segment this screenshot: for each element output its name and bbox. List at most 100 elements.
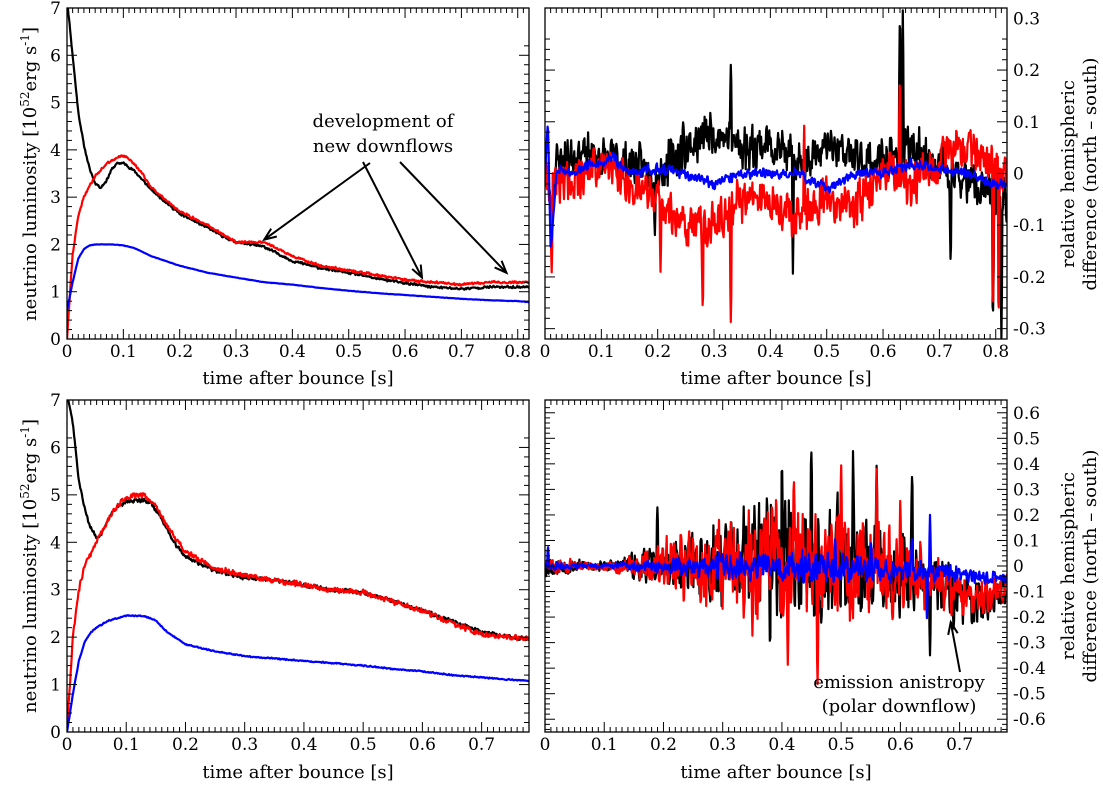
x-tick-label: 0.2 bbox=[172, 735, 199, 755]
series-line-2 bbox=[545, 125, 1007, 248]
x-tick-label: 0.4 bbox=[757, 342, 784, 362]
y-tick-label: 6 bbox=[50, 438, 61, 458]
y-axis-label-exponent-2: -1 bbox=[18, 34, 32, 46]
panel-top-right: 0 0.1 0.2 0.3 0.4 0.5 0.6 0.7 0.8-0.3 -0.2 -0.1 0 0.… bbox=[540, 7, 1101, 389]
ticks: 0 0.1 0.2 0.3 0.4 0.5 0.6 0.7 0.8 0 1 2 3 4 5 6 7 bbox=[50, 0, 531, 362]
ticks: 0 0.1 0.2 0.3 0.4 0.5 0.6 0.7 0 1 2 3 4 5 6 7 bbox=[50, 391, 530, 755]
annotation-arrow bbox=[399, 161, 508, 274]
series-line-1 bbox=[67, 492, 529, 731]
x-tick-label: 0 bbox=[540, 342, 551, 362]
series-line-0 bbox=[67, 400, 529, 642]
x-axis-label: time after bounce [s] bbox=[680, 762, 871, 783]
y-tick-label: 0.6 bbox=[1013, 404, 1040, 424]
axes-frame bbox=[544, 7, 1008, 340]
x-tick-label: 0.3 bbox=[701, 342, 728, 362]
x-tick-label: 0.3 bbox=[709, 735, 736, 755]
y-tick-label: 0.1 bbox=[1013, 531, 1040, 551]
y-tick-label: 1 bbox=[50, 676, 61, 696]
annotation-arrow-head bbox=[262, 228, 278, 242]
series-line-1 bbox=[545, 84, 1007, 324]
series-line-0 bbox=[67, 8, 529, 291]
series-line-2 bbox=[67, 614, 529, 732]
x-tick-label: 0.5 bbox=[335, 342, 362, 362]
annotation-new-downflows: development of new downflows bbox=[262, 111, 509, 280]
x-tick-label: 0.2 bbox=[650, 735, 677, 755]
y-tick-label: 4 bbox=[50, 533, 61, 553]
x-tick-label: 0.5 bbox=[828, 735, 855, 755]
annotation-arrow-head bbox=[494, 260, 509, 275]
y-tick-label: 0.5 bbox=[1013, 429, 1040, 449]
y-tick-label: 6 bbox=[50, 46, 61, 66]
x-tick-label: 0.6 bbox=[887, 735, 914, 755]
panel-bottom-right: 0 0.1 0.2 0.3 0.4 0.5 0.6 0.7 -0.6 -0.5 -0.4 -0.3 -0… bbox=[540, 399, 1101, 783]
annotation-arrows bbox=[262, 161, 509, 280]
x-tick-label: 0.4 bbox=[768, 735, 795, 755]
x-tick-label: 0.1 bbox=[113, 735, 140, 755]
annotation-arrow bbox=[263, 162, 371, 241]
axes-frame bbox=[66, 7, 530, 340]
x-tick-label: 0.1 bbox=[110, 342, 137, 362]
x-tick-label: 0.7 bbox=[468, 735, 495, 755]
x-tick-label: 0.3 bbox=[223, 342, 250, 362]
y-tick-label: -0.1 bbox=[1013, 216, 1046, 236]
y-tick-label: 0.1 bbox=[1013, 113, 1040, 133]
y-axis-label: neutrino luminosity [1052erg s-1] bbox=[18, 27, 41, 321]
y-axis-label-prefix: neutrino luminosity [10 bbox=[20, 107, 41, 321]
annotation-arrow-head bbox=[411, 264, 424, 280]
y-tick-label: 3 bbox=[50, 581, 61, 601]
annotation-arrows bbox=[947, 619, 961, 673]
plot-area: 0 0.1 0.2 0.3 0.4 0.5 0.6 0.7 -0.6 -0.5 -0.4 -0.3 -0… bbox=[540, 400, 1046, 755]
y-axis-label-right-line-2: difference (north – south) bbox=[1080, 58, 1101, 291]
ticks: 0 0.1 0.2 0.3 0.4 0.5 0.6 0.7 -0.6 -0.5 -0.4 -0.3 -0… bbox=[540, 400, 1046, 755]
x-tick-label: 0.2 bbox=[166, 342, 193, 362]
x-tick-label: 0.4 bbox=[279, 342, 306, 362]
y-tick-label: -0.3 bbox=[1013, 634, 1046, 654]
ticks: 0 0.1 0.2 0.3 0.4 0.5 0.6 0.7 0.8-0.3 -0.2 -0.1 0 0.… bbox=[540, 8, 1046, 362]
x-tick-label: 0 bbox=[62, 342, 73, 362]
annotation-text-line-1: emission anistropy bbox=[813, 672, 985, 693]
y-axis-label-exponent: 52 bbox=[18, 91, 32, 106]
x-tick-label: 0.4 bbox=[290, 735, 317, 755]
annotation-arrow bbox=[949, 622, 961, 673]
y-axis-label-suffix: ] bbox=[20, 27, 41, 34]
series-line-1 bbox=[545, 464, 1007, 686]
y-axis-label-right-line-1: relative hemispheric bbox=[1058, 80, 1079, 268]
y-axis-label-right-line-2: difference (north – south) bbox=[1080, 450, 1101, 683]
x-tick-label: 0.1 bbox=[591, 735, 618, 755]
series-group bbox=[67, 8, 529, 339]
x-tick-label: 0.8 bbox=[504, 342, 531, 362]
y-tick-label: 0.4 bbox=[1013, 455, 1040, 475]
x-axis-label: time after bounce [s] bbox=[202, 762, 393, 783]
panel-top-left: 0 0.1 0.2 0.3 0.4 0.5 0.6 0.7 0.8 0 1 2 3 4 5 6 7 time a… bbox=[18, 0, 531, 389]
y-tick-label: 0.3 bbox=[1013, 480, 1040, 500]
y-tick-label: 0 bbox=[1013, 165, 1024, 185]
x-axis-label: time after bounce [s] bbox=[202, 368, 393, 389]
y-tick-label: 0.3 bbox=[1013, 9, 1040, 29]
series-line-2 bbox=[67, 243, 529, 312]
axes-frame bbox=[544, 399, 1008, 733]
x-tick-label: 0.8 bbox=[982, 342, 1009, 362]
y-axis-label-exponent-2: -1 bbox=[18, 426, 32, 438]
y-tick-label: 0 bbox=[50, 330, 61, 350]
y-tick-label: 0.2 bbox=[1013, 61, 1040, 81]
x-tick-label: 0.2 bbox=[644, 342, 671, 362]
x-tick-label: 0.3 bbox=[231, 735, 258, 755]
y-tick-label: 2 bbox=[50, 235, 61, 255]
y-axis-label: neutrino luminosity [1052erg s-1] bbox=[18, 419, 41, 713]
x-tick-label: 0.6 bbox=[409, 735, 436, 755]
x-tick-label: 0.7 bbox=[926, 342, 953, 362]
axes-frame bbox=[66, 399, 530, 733]
y-axis-label-unit: erg s bbox=[20, 438, 41, 484]
annotation-emission-anisotropy: emission anistropy (polar downflow) bbox=[813, 619, 986, 717]
annotation-text-line-1: development of bbox=[313, 111, 455, 132]
y-axis-label-prefix: neutrino luminosity [10 bbox=[20, 499, 41, 713]
y-tick-label: -0.1 bbox=[1013, 583, 1046, 603]
y-tick-label: -0.6 bbox=[1013, 710, 1046, 730]
y-tick-label: 7 bbox=[50, 391, 61, 411]
y-tick-label: 5 bbox=[50, 94, 61, 114]
y-tick-label: 0.2 bbox=[1013, 506, 1040, 526]
y-tick-label: -0.3 bbox=[1013, 320, 1046, 340]
y-tick-label: 4 bbox=[50, 141, 61, 161]
series-line-1 bbox=[67, 154, 529, 339]
